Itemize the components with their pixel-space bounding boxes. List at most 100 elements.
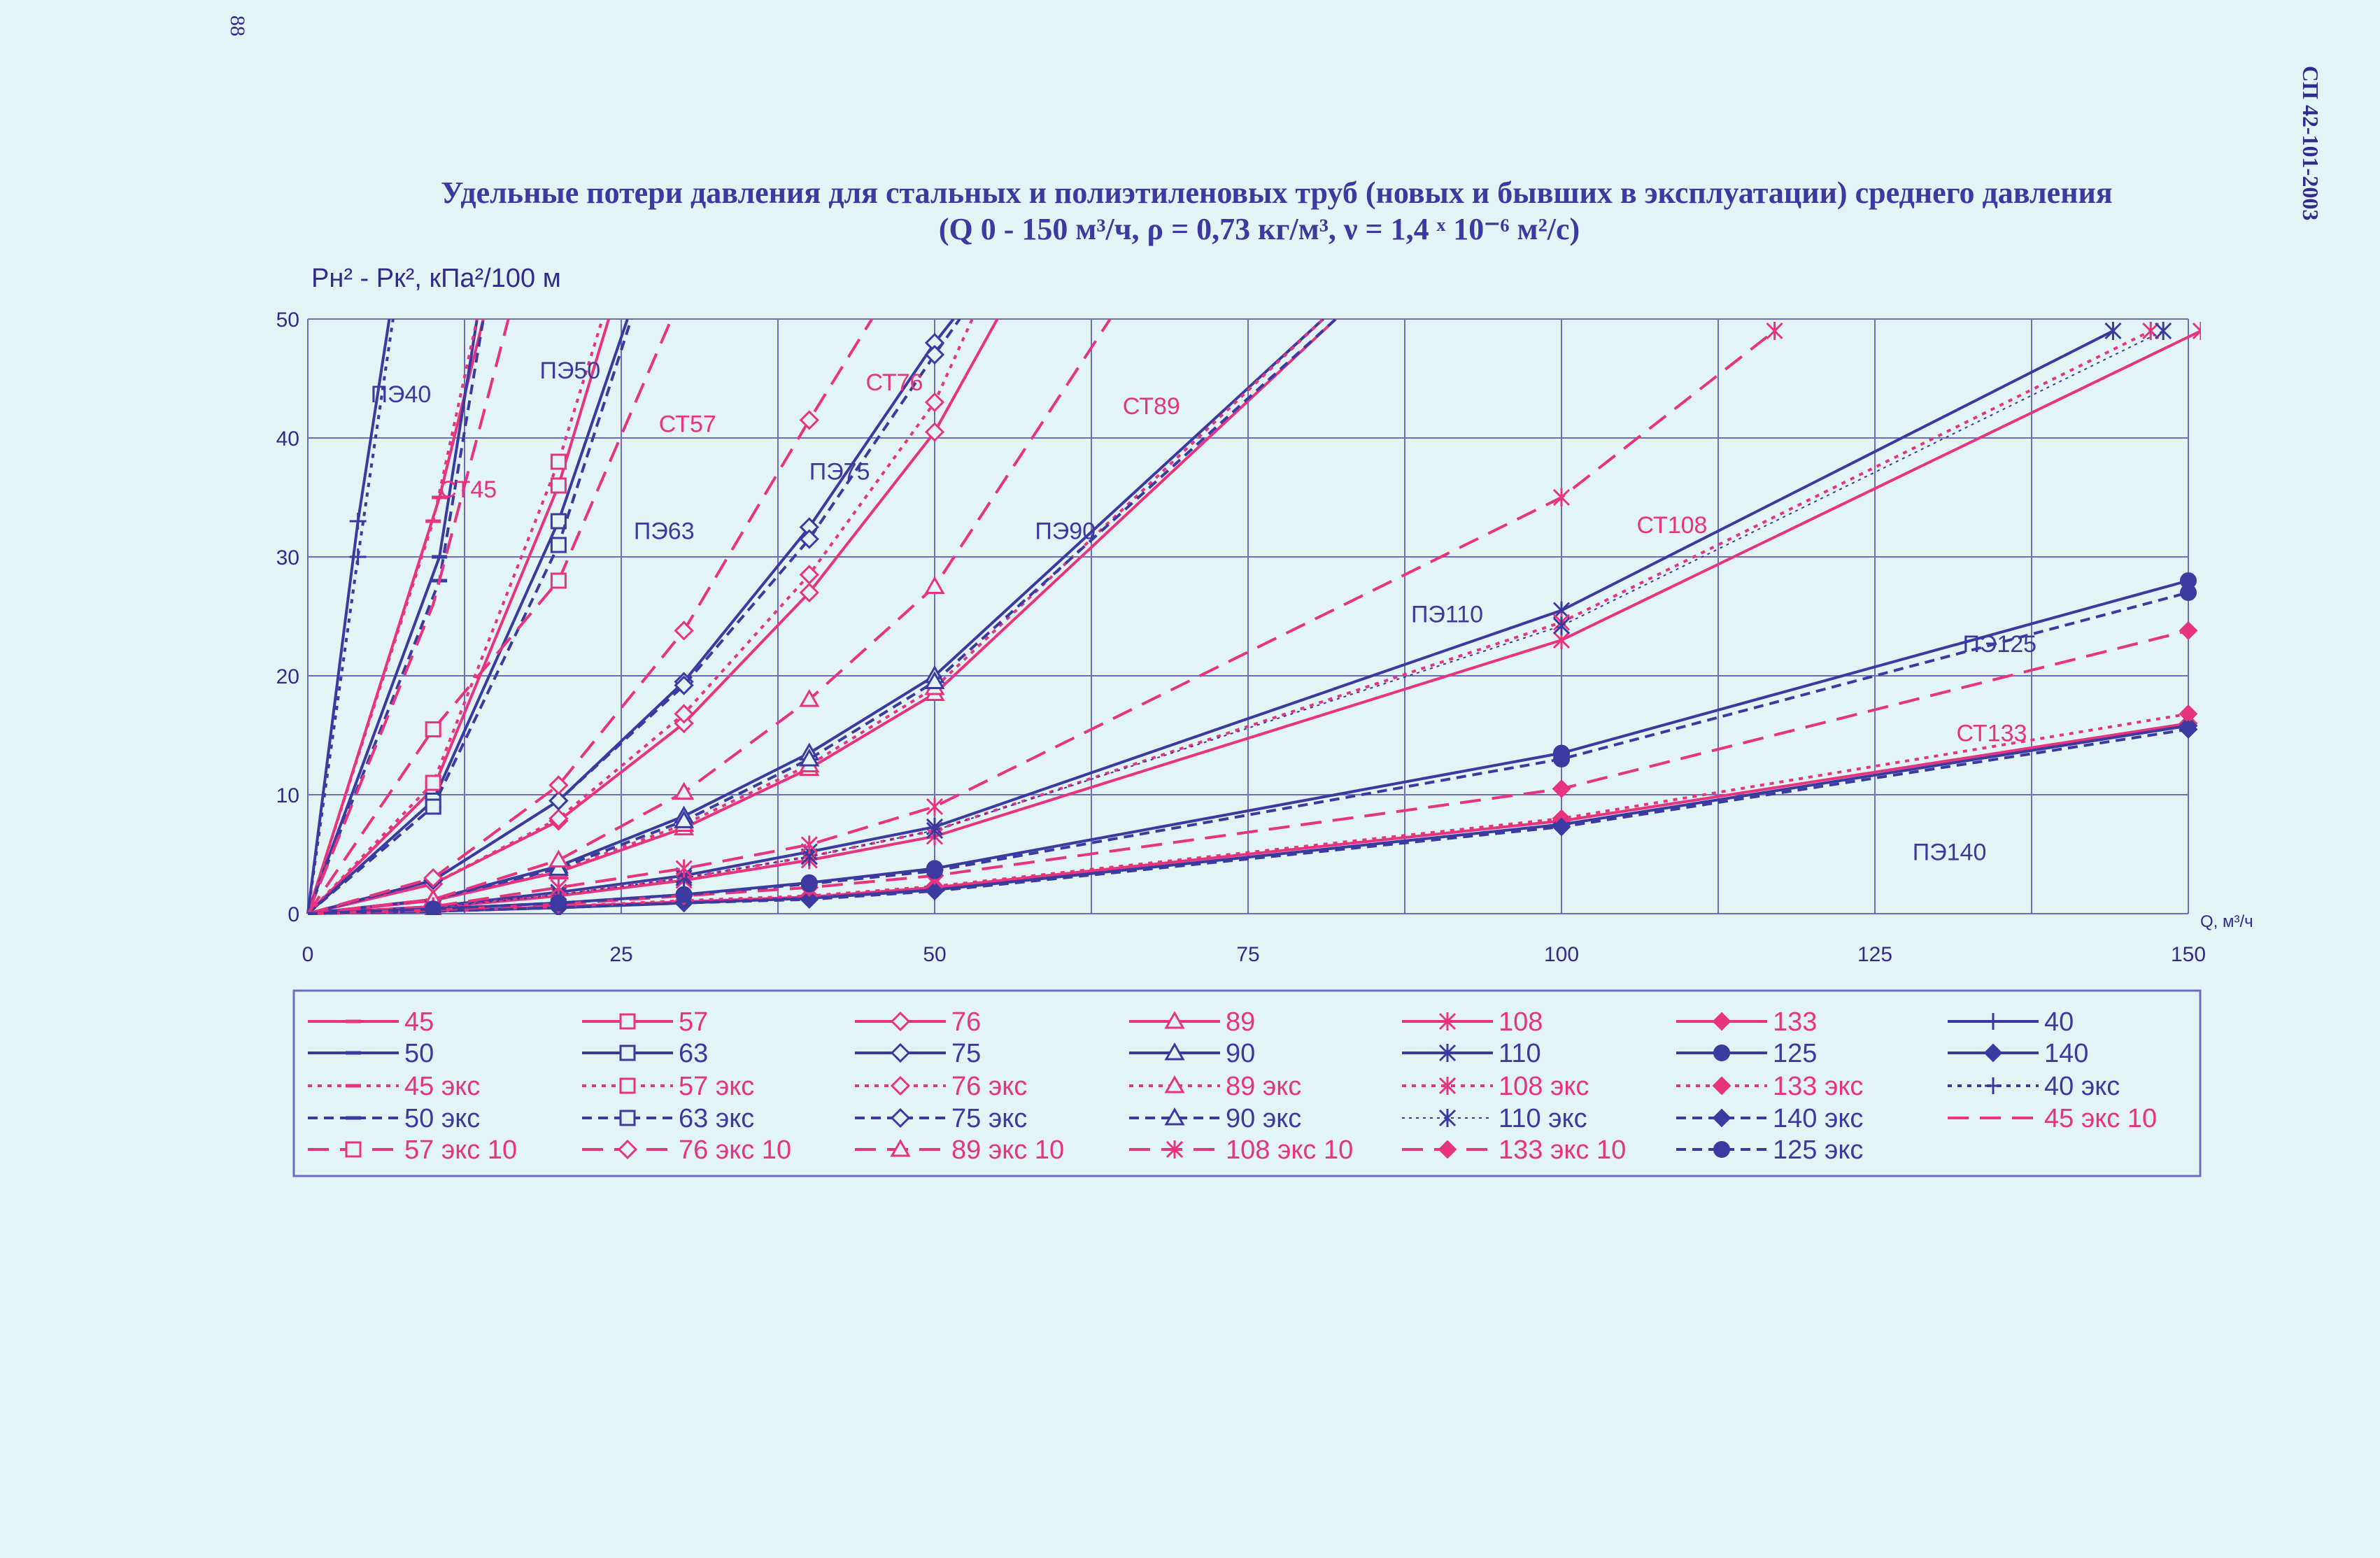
data-point bbox=[2192, 322, 2201, 340]
curve-label: ПЭ63 bbox=[634, 518, 695, 545]
legend-item: 63 экс bbox=[582, 1104, 754, 1133]
data-point bbox=[799, 529, 819, 549]
legend-item: 89 экс bbox=[1129, 1072, 1301, 1101]
series-108-экс-10 bbox=[307, 322, 1783, 915]
data-point bbox=[924, 392, 945, 413]
legend-label: 76 экс 10 bbox=[679, 1135, 791, 1165]
legend-item: 45 bbox=[308, 1007, 434, 1037]
legend-label: 50 экс bbox=[404, 1104, 480, 1133]
data-point bbox=[1552, 779, 1571, 798]
legend-label: 125 bbox=[1773, 1039, 1817, 1068]
legend-marker bbox=[890, 1011, 911, 1032]
legend-marker bbox=[1713, 1141, 1730, 1158]
data-point bbox=[925, 881, 944, 901]
data-point bbox=[550, 894, 567, 912]
legend-marker bbox=[1438, 1077, 1457, 1095]
data-point bbox=[926, 821, 944, 840]
legend-label: 63 bbox=[679, 1039, 708, 1068]
legend-marker bbox=[1985, 1077, 2002, 1094]
series-line bbox=[306, 319, 604, 915]
data-point bbox=[674, 621, 694, 641]
legend-label: 75 bbox=[951, 1039, 981, 1068]
legend-item: 50 bbox=[308, 1039, 434, 1068]
legend-marker bbox=[1438, 1012, 1457, 1031]
legend-item: 76 экс bbox=[855, 1072, 1027, 1101]
legend-label: 89 экс 10 bbox=[951, 1135, 1064, 1165]
legend-marker bbox=[1712, 1012, 1731, 1031]
legend-label: 125 экс bbox=[1773, 1135, 1863, 1165]
data-point bbox=[924, 422, 945, 442]
legend-marker bbox=[619, 1077, 636, 1094]
legend-item: 45 экс 10 bbox=[1948, 1104, 2157, 1133]
data-point bbox=[799, 748, 820, 767]
legend-item: 110 bbox=[1402, 1039, 1541, 1068]
curve-label: СТ133 bbox=[1956, 721, 2027, 747]
legend: 45 57 76 89 108 133 40 50 63 75 90 110 125 140 45 экс 5… bbox=[308, 1007, 2157, 1165]
data-point bbox=[425, 798, 441, 815]
legend-item: 108 bbox=[1402, 1007, 1543, 1037]
data-point bbox=[675, 859, 693, 878]
x-tick-label: 25 bbox=[609, 943, 632, 966]
legend-marker bbox=[890, 1075, 911, 1096]
legend-item: 110 экс bbox=[1402, 1104, 1587, 1133]
curve-label: СТ76 bbox=[865, 369, 923, 396]
data-point bbox=[926, 862, 943, 879]
legend-marker bbox=[1713, 1044, 1730, 1061]
legend-item: 63 bbox=[582, 1039, 708, 1068]
data-point bbox=[674, 675, 694, 695]
data-point bbox=[924, 344, 945, 365]
y-tick-label: 40 bbox=[276, 427, 299, 451]
curve-label: ПЭ125 bbox=[1962, 631, 2037, 658]
series-line bbox=[306, 319, 610, 915]
series-line bbox=[307, 319, 1112, 915]
data-point bbox=[548, 849, 569, 867]
legend-label: 133 экс 10 bbox=[1499, 1135, 1626, 1165]
legend-item: 75 экс bbox=[855, 1104, 1027, 1133]
series-line bbox=[307, 728, 2189, 915]
data-point bbox=[548, 775, 569, 795]
legend-label: 133 bbox=[1773, 1007, 1817, 1037]
curve-label: СТ45 bbox=[439, 476, 497, 503]
series-40 bbox=[306, 319, 391, 914]
legend-marker bbox=[1164, 1107, 1185, 1126]
chart-grid bbox=[307, 318, 2189, 914]
legend-item: 90 bbox=[1129, 1039, 1255, 1068]
legend-label: 45 bbox=[404, 1007, 434, 1037]
legend-item: 140 bbox=[1948, 1039, 2088, 1068]
series-line bbox=[306, 319, 673, 915]
data-point bbox=[550, 477, 567, 494]
series-45-экс bbox=[306, 319, 479, 914]
data-point bbox=[423, 867, 444, 888]
legend-marker bbox=[1983, 1043, 2003, 1063]
legend-item: 57 экс 10 bbox=[308, 1135, 517, 1165]
data-point bbox=[674, 810, 695, 828]
series-line bbox=[306, 319, 510, 914]
series-line bbox=[307, 319, 874, 915]
legend-item: 57 bbox=[582, 1007, 708, 1037]
legend-marker bbox=[619, 1044, 636, 1061]
legend-item: 89 bbox=[1129, 1007, 1255, 1037]
data-point bbox=[349, 513, 367, 530]
curve-label: ПЭ110 bbox=[1411, 602, 1483, 628]
data-point bbox=[800, 875, 818, 893]
legend-label: 140 bbox=[2044, 1039, 2088, 1068]
legend-item: 57 экс bbox=[582, 1072, 754, 1101]
data-point bbox=[1553, 751, 1570, 767]
legend-marker bbox=[1438, 1044, 1457, 1062]
data-point bbox=[674, 704, 694, 724]
data-point bbox=[799, 565, 819, 585]
axis-ticks: 0 10 20 30 40 50 0 25 50 75 100 125 150 bbox=[276, 309, 2206, 966]
data-point bbox=[548, 791, 569, 811]
curve-labels: ПЭ40 ПЭ50 СТ57 СТ76 СТ89 СТ45 ПЭ75 ПЭ63 ПЭ90 ПЭ11… bbox=[371, 357, 2037, 866]
legend-item: 50 экс bbox=[308, 1104, 480, 1133]
y-tick-label: 0 bbox=[288, 903, 299, 926]
data-point bbox=[550, 572, 567, 589]
legend-item: 76 bbox=[855, 1007, 981, 1037]
legend-marker bbox=[1164, 1010, 1185, 1029]
legend-marker bbox=[1164, 1042, 1185, 1061]
data-point bbox=[926, 798, 944, 816]
legend-marker bbox=[619, 1013, 636, 1030]
legend-item: 40 bbox=[1948, 1007, 2074, 1037]
legend-label: 108 bbox=[1499, 1007, 1543, 1037]
series-75 bbox=[307, 319, 955, 915]
